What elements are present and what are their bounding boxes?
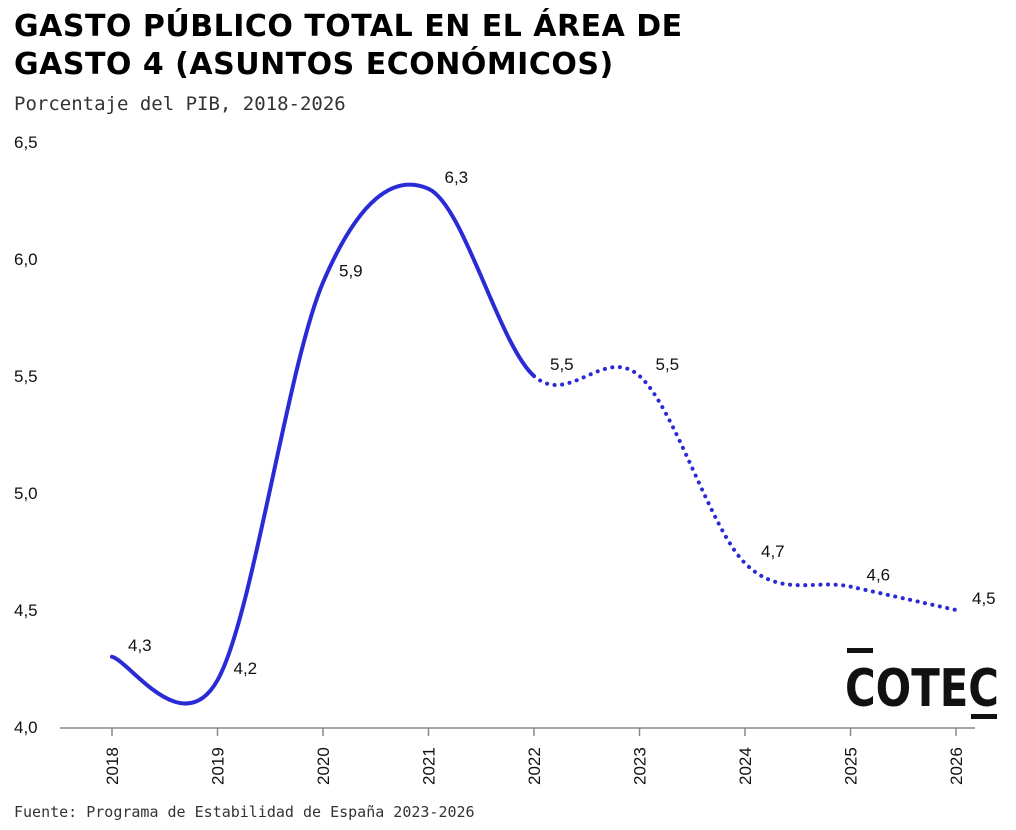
cotec-logo: COTEC xyxy=(845,648,999,719)
series-line-actual xyxy=(110,182,536,706)
data-label: 5,9 xyxy=(339,261,363,280)
chart-title: GASTO PÚBLICO TOTAL EN EL ÁREA DE GASTO … xyxy=(14,8,994,84)
data-label: 5,5 xyxy=(550,355,574,374)
x-tick-label: 2022 xyxy=(525,747,544,785)
x-tick-label: 2026 xyxy=(947,747,966,785)
data-label: 4,3 xyxy=(128,636,152,655)
x-tick-label: 2021 xyxy=(420,747,439,785)
y-tick-label: 6,5 xyxy=(14,133,38,152)
x-tick-label: 2023 xyxy=(631,747,650,785)
x-tick-label: 2024 xyxy=(736,747,755,785)
chart-subtitle: Porcentaje del PIB, 2018-2026 xyxy=(14,93,346,115)
y-tick-label: 6,0 xyxy=(14,250,38,269)
data-label: 6,3 xyxy=(445,168,469,187)
series-line-forecast xyxy=(532,365,958,612)
x-tick-label: 2018 xyxy=(103,747,122,785)
data-label: 4,2 xyxy=(234,659,258,678)
cotec-logo-text: COTEC xyxy=(845,659,999,719)
y-tick-label: 5,0 xyxy=(14,484,38,503)
y-tick-label: 5,5 xyxy=(14,367,38,386)
data-label: 4,7 xyxy=(761,542,785,561)
x-tick-label: 2020 xyxy=(314,747,333,785)
x-tick-label: 2025 xyxy=(842,747,861,785)
source-note: Fuente: Programa de Estabilidad de Españ… xyxy=(14,803,475,821)
chart-title-line-2: GASTO 4 (ASUNTOS ECONÓMICOS) xyxy=(14,47,614,82)
data-label: 5,5 xyxy=(656,355,680,374)
line-chart: 4,0 4,5 5,0 5,5 6,0 6,5 2018 2019 2020 2021 2022 20… xyxy=(14,133,996,785)
y-tick-label: 4,0 xyxy=(14,718,38,737)
data-label: 4,6 xyxy=(867,566,891,585)
chart-title-line-1: GASTO PÚBLICO TOTAL EN EL ÁREA DE xyxy=(14,9,683,44)
x-tick-label: 2019 xyxy=(209,747,228,785)
y-tick-label: 4,5 xyxy=(14,601,38,620)
data-label: 4,5 xyxy=(972,589,996,608)
